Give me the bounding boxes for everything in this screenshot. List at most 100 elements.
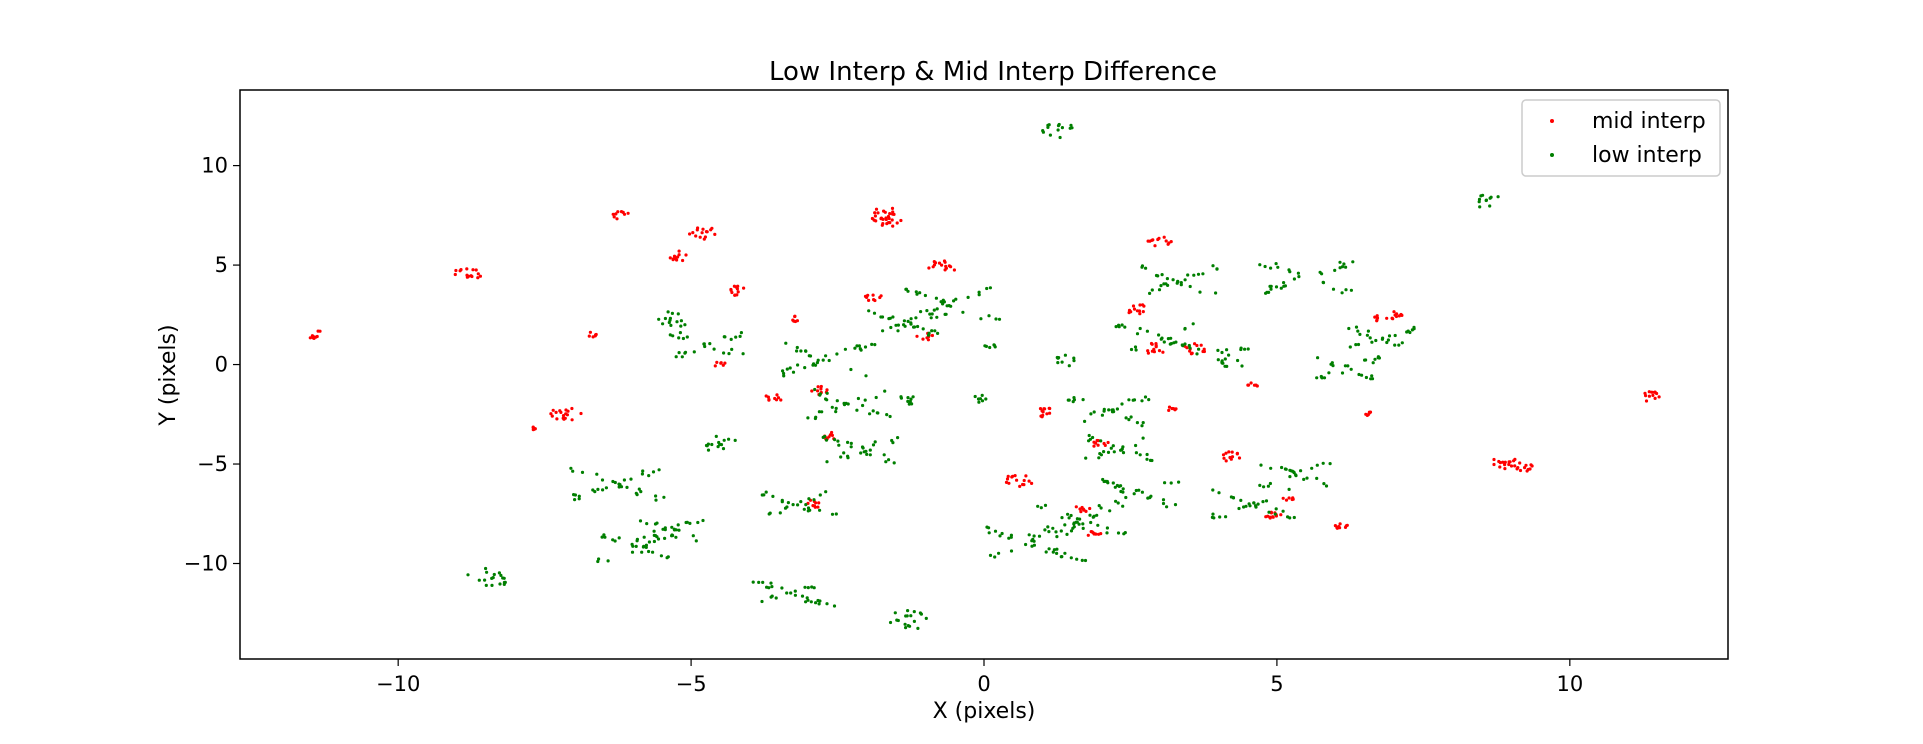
data-point — [1268, 516, 1272, 520]
data-point — [1235, 451, 1239, 455]
data-point — [1218, 515, 1222, 519]
data-point — [1310, 466, 1314, 470]
data-point — [1018, 484, 1022, 488]
data-point — [721, 447, 726, 451]
data-point — [1150, 238, 1154, 242]
data-point — [701, 227, 705, 231]
data-point — [994, 317, 998, 321]
data-point — [916, 626, 920, 631]
data-point — [796, 503, 800, 507]
data-point — [830, 512, 835, 516]
data-point — [828, 433, 833, 437]
data-point — [1224, 451, 1228, 455]
data-point — [1385, 316, 1389, 320]
data-point — [1211, 488, 1215, 492]
data-point — [1004, 480, 1009, 484]
x-tick-label: −5 — [676, 672, 707, 696]
data-point — [676, 523, 680, 527]
data-point — [1264, 515, 1268, 519]
data-point — [713, 232, 717, 236]
data-point — [1154, 343, 1158, 348]
data-point — [1349, 367, 1353, 371]
chart-title: Low Interp & Mid Interp Difference — [769, 57, 1217, 87]
data-point — [808, 508, 812, 512]
data-point — [770, 585, 774, 589]
data-point — [640, 550, 644, 554]
data-point — [997, 317, 1002, 321]
data-point — [685, 335, 689, 339]
data-point — [802, 507, 806, 511]
data-point — [1331, 364, 1335, 368]
data-point — [641, 469, 645, 473]
data-point — [1171, 278, 1175, 282]
data-point — [1022, 483, 1026, 487]
data-point — [1368, 336, 1372, 340]
data-point — [830, 430, 834, 435]
data-point — [890, 218, 894, 222]
data-point — [904, 287, 909, 291]
data-point — [1059, 529, 1063, 533]
data-point — [1087, 433, 1091, 438]
data-point — [818, 493, 822, 497]
data-point — [654, 494, 658, 498]
data-point — [600, 535, 604, 539]
data-point — [1328, 462, 1332, 466]
data-point — [730, 290, 734, 295]
data-point — [1177, 480, 1181, 484]
data-point — [1046, 525, 1050, 529]
data-point — [1264, 291, 1268, 295]
data-point — [622, 478, 627, 482]
data-point — [1147, 398, 1151, 402]
data-point — [657, 317, 661, 321]
data-point — [832, 604, 837, 608]
data-point — [830, 405, 834, 409]
data-point — [639, 490, 643, 494]
data-point — [873, 440, 877, 444]
data-point — [1239, 498, 1243, 502]
data-point — [1294, 474, 1298, 478]
data-point — [914, 316, 918, 320]
data-point — [1503, 467, 1507, 471]
data-point — [1394, 314, 1399, 319]
data-point — [1518, 468, 1523, 473]
data-point — [836, 439, 840, 443]
data-point — [674, 528, 678, 532]
data-point — [774, 596, 778, 600]
data-point — [1507, 462, 1511, 467]
data-point — [868, 412, 872, 416]
data-point — [859, 348, 863, 352]
data-point — [1322, 482, 1326, 486]
data-point — [1098, 452, 1102, 456]
data-point — [775, 393, 779, 397]
data-point — [1150, 458, 1154, 463]
data-point — [708, 342, 712, 346]
data-point — [634, 544, 638, 549]
data-point — [864, 374, 868, 378]
data-point — [1338, 266, 1342, 270]
data-point — [499, 573, 503, 578]
data-point — [871, 409, 875, 413]
data-point — [918, 291, 922, 295]
data-point — [1258, 483, 1262, 487]
data-point — [315, 334, 319, 339]
data-point — [1214, 291, 1218, 295]
data-point — [1047, 530, 1051, 534]
data-point — [611, 479, 615, 484]
data-point — [909, 397, 913, 401]
data-point — [873, 343, 877, 347]
data-point — [1343, 364, 1347, 368]
data-point — [1103, 443, 1107, 447]
data-point — [1242, 505, 1246, 509]
data-point — [1186, 273, 1190, 277]
data-point — [1010, 475, 1014, 479]
data-point — [652, 529, 656, 533]
data-point — [665, 556, 669, 560]
data-point — [803, 366, 807, 370]
data-point — [1141, 421, 1145, 425]
data-point — [637, 487, 641, 491]
data-point — [551, 408, 555, 412]
data-point — [933, 329, 937, 333]
data-point — [1375, 314, 1379, 318]
data-point — [983, 344, 987, 348]
data-point — [465, 267, 469, 271]
